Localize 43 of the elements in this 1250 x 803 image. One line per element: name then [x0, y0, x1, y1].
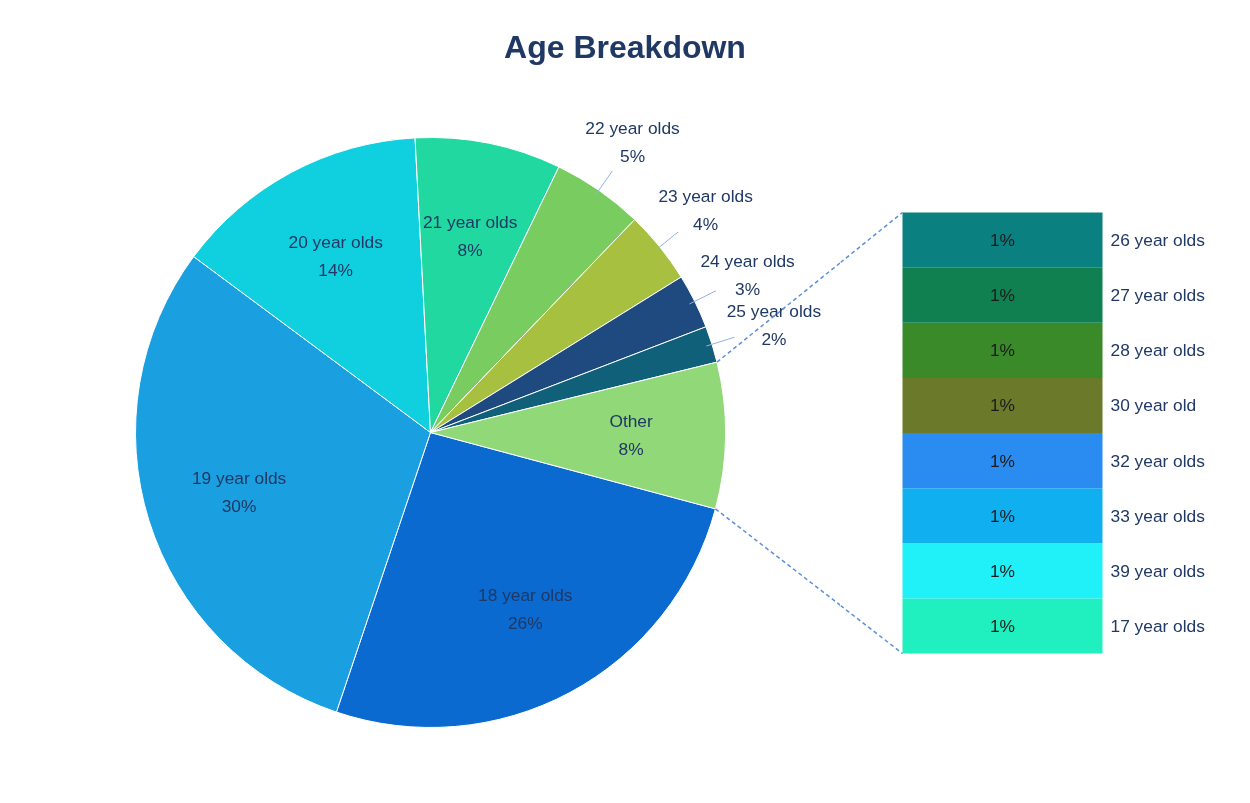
- data-label: 14%: [318, 259, 354, 280]
- bar: [902, 267, 1103, 323]
- slice-label: Other: [609, 410, 653, 431]
- slice-label: 21 year olds: [422, 211, 518, 232]
- data-label: 8%: [457, 239, 483, 260]
- data-label: 30%: [221, 496, 257, 517]
- data-label: 4%: [693, 213, 719, 234]
- bar: [902, 598, 1103, 654]
- data-label: 1%: [989, 505, 1016, 526]
- slice-label: 24 year olds: [700, 251, 796, 272]
- series-label: 27 year olds: [1110, 285, 1206, 306]
- slice-label: 18 year olds: [478, 585, 573, 606]
- data-label: 1%: [989, 395, 1016, 416]
- series-label: 17 year olds: [1110, 615, 1206, 636]
- bar: [902, 377, 1103, 433]
- slice-label: 23 year olds: [658, 185, 754, 206]
- bar: [902, 322, 1103, 378]
- data-label: 1%: [989, 340, 1016, 361]
- bar: [902, 212, 1103, 268]
- data-label: 26%: [507, 613, 543, 634]
- data-label: 1%: [989, 450, 1016, 471]
- bar: [902, 543, 1103, 599]
- data-label: 1%: [989, 560, 1016, 581]
- series-label: 39 year olds: [1110, 560, 1206, 581]
- data-label: 8%: [618, 438, 644, 459]
- data-label: 2%: [761, 328, 787, 349]
- bar: [902, 488, 1103, 544]
- slice-label: 25 year olds: [726, 300, 822, 321]
- chart-title: Age Breakdown: [504, 28, 746, 67]
- data-label: 1%: [989, 230, 1016, 251]
- series-label: 33 year olds: [1110, 505, 1206, 526]
- data-label: 5%: [620, 145, 646, 166]
- slice-label: 22 year olds: [585, 117, 681, 138]
- series-label: 26 year olds: [1110, 230, 1206, 251]
- series-label: 28 year olds: [1110, 340, 1206, 361]
- series-label: 30 year old: [1110, 395, 1197, 416]
- data-label: 1%: [989, 615, 1016, 636]
- slice-label: 20 year olds: [288, 231, 384, 252]
- slice-label: 19 year olds: [191, 468, 287, 489]
- data-label: 1%: [989, 285, 1016, 306]
- series-label: 32 year olds: [1110, 450, 1206, 471]
- bar: [902, 433, 1103, 489]
- data-label: 3%: [735, 279, 761, 300]
